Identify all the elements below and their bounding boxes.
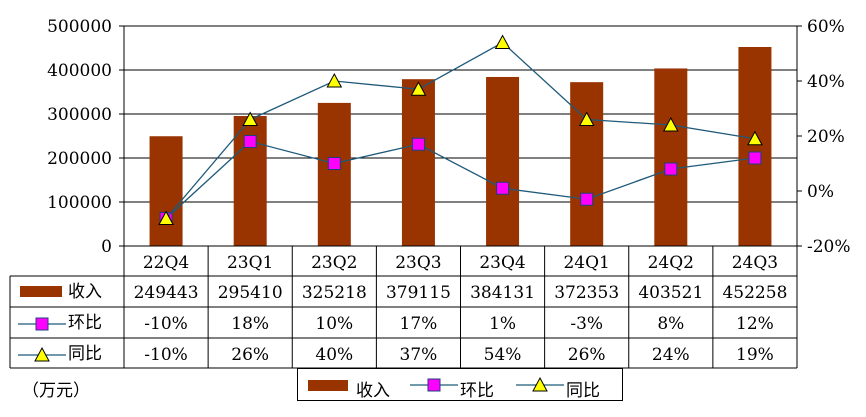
yoy-line (165, 41, 756, 219)
bar (486, 76, 520, 246)
data-label: 295410 (218, 283, 283, 303)
data-label: -10% (144, 345, 188, 365)
data-label: -3% (570, 314, 603, 334)
data-label: 249443 (134, 283, 199, 303)
unit-label: （万元） (22, 381, 90, 401)
legend-label-qoq: 环比 (460, 381, 494, 401)
y-left-tick-label: 300000 (47, 105, 112, 125)
y-left-tick-label: 0 (101, 237, 112, 257)
data-label: 19% (736, 345, 774, 365)
legend: 收入 环比 同比 (297, 368, 623, 401)
yoy-marker (242, 111, 259, 126)
y-right-tick-label: 0% (807, 182, 834, 202)
y-right-tick-label: 60% (807, 17, 845, 37)
x-tick-label: 24Q2 (648, 253, 694, 273)
legend-item-revenue: 收入 (304, 374, 404, 401)
legend-triangle-marker-icon (516, 376, 564, 392)
y-right-tick-label: 20% (807, 127, 845, 147)
qoq-marker (327, 157, 341, 170)
table-row-swatch (20, 286, 62, 297)
yoy-marker (494, 34, 511, 49)
qoq-marker (748, 151, 762, 165)
legend-square-marker-icon (410, 378, 458, 392)
qoq-marker (496, 181, 510, 195)
qoq-marker (243, 135, 257, 148)
qoq-marker (411, 137, 425, 151)
legend-label-yoy: 同比 (566, 381, 600, 401)
x-tick-label: 24Q3 (732, 253, 778, 273)
square-marker-icon (35, 317, 49, 331)
yoy-marker (326, 72, 343, 88)
x-tick-label: 23Q3 (395, 253, 441, 273)
data-label: 10% (315, 314, 353, 334)
data-label: 26% (568, 345, 606, 365)
yoy-marker (662, 116, 679, 132)
data-label: 452258 (722, 283, 787, 303)
qoq-line (165, 140, 756, 219)
data-label: 8% (657, 314, 684, 334)
table-row-label: 同比 (68, 344, 102, 364)
y-right-tick-label: 40% (807, 72, 845, 92)
data-label: 24% (652, 345, 690, 365)
triangle-marker-icon (34, 346, 50, 362)
y-left-tick-label: 100000 (47, 193, 112, 213)
data-label: 54% (484, 345, 522, 365)
x-tick-label: 24Q1 (563, 253, 609, 273)
x-tick-label: 23Q2 (311, 253, 357, 273)
y-left-tick-label: 400000 (47, 61, 112, 81)
bar (570, 82, 604, 247)
y-left-tick-label: 200000 (47, 149, 112, 169)
data-label: 26% (231, 345, 269, 365)
data-label: 40% (315, 345, 353, 365)
data-label: 18% (231, 314, 269, 334)
x-tick-label: 22Q4 (143, 253, 189, 273)
y-right-tick-label: -20% (807, 237, 851, 257)
legend-item-qoq: 环比 (410, 374, 510, 401)
legend-label-revenue: 收入 (356, 381, 390, 401)
qoq-marker (580, 192, 594, 206)
y-left-tick-label: 500000 (47, 17, 112, 37)
data-label: 325218 (302, 283, 367, 303)
x-tick-label: 23Q1 (227, 253, 273, 273)
data-label: 37% (400, 345, 438, 365)
bar (149, 136, 183, 246)
yoy-marker (747, 130, 763, 146)
data-label: 12% (736, 314, 774, 334)
data-label: 17% (400, 314, 438, 334)
table-row-label: 环比 (68, 313, 102, 333)
yoy-marker (158, 210, 174, 225)
data-label: 372353 (554, 283, 619, 303)
data-label: 379115 (386, 283, 451, 303)
legend-bar-swatch (308, 380, 348, 391)
bar (401, 79, 435, 247)
bar (738, 47, 772, 246)
legend-item-yoy: 同比 (516, 374, 616, 401)
table-row-label: 收入 (68, 282, 102, 302)
bar (317, 102, 351, 246)
data-label: 384131 (470, 283, 535, 303)
yoy-marker (578, 111, 595, 126)
x-tick-label: 23Q4 (479, 253, 525, 273)
yoy-marker (410, 81, 427, 96)
qoq-marker (664, 162, 678, 176)
data-label: 403521 (638, 283, 703, 303)
data-label: -10% (144, 314, 188, 334)
data-label: 1% (489, 314, 516, 334)
bar (654, 68, 688, 246)
